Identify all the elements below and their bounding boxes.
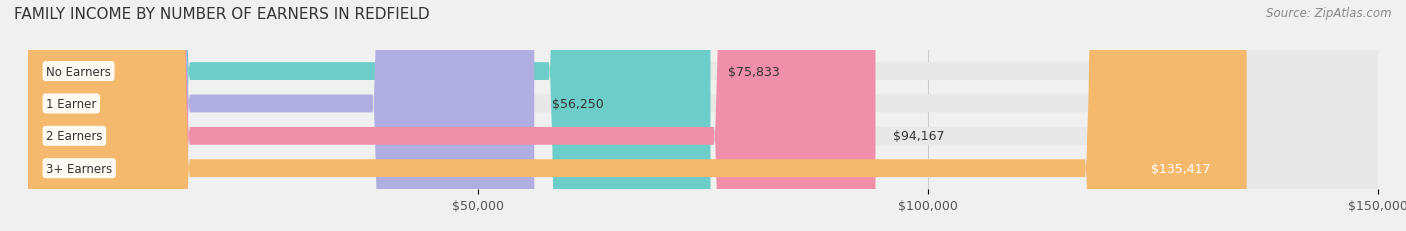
Text: 1 Earner: 1 Earner: [46, 97, 97, 110]
FancyBboxPatch shape: [28, 0, 710, 231]
Text: 2 Earners: 2 Earners: [46, 130, 103, 143]
FancyBboxPatch shape: [28, 0, 1378, 231]
Text: 3+ Earners: 3+ Earners: [46, 162, 112, 175]
Text: $135,417: $135,417: [1152, 162, 1211, 175]
FancyBboxPatch shape: [28, 0, 534, 231]
FancyBboxPatch shape: [28, 0, 1378, 231]
Text: Source: ZipAtlas.com: Source: ZipAtlas.com: [1267, 7, 1392, 20]
Text: No Earners: No Earners: [46, 65, 111, 78]
FancyBboxPatch shape: [28, 0, 876, 231]
FancyBboxPatch shape: [28, 0, 1378, 231]
FancyBboxPatch shape: [28, 0, 1247, 231]
Text: $94,167: $94,167: [893, 130, 945, 143]
Text: $56,250: $56,250: [553, 97, 605, 110]
FancyBboxPatch shape: [28, 0, 1378, 231]
Text: $75,833: $75,833: [728, 65, 780, 78]
Text: FAMILY INCOME BY NUMBER OF EARNERS IN REDFIELD: FAMILY INCOME BY NUMBER OF EARNERS IN RE…: [14, 7, 430, 22]
